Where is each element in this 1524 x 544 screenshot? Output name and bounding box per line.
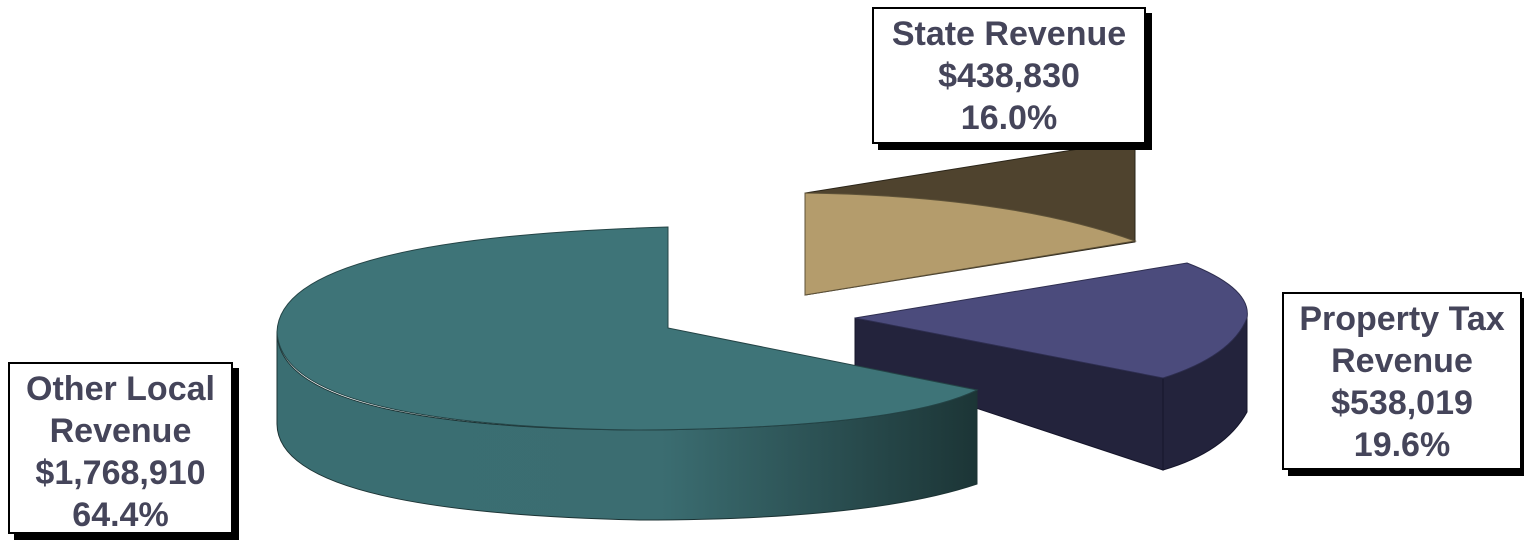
label-state-revenue-line1: State Revenue [891, 15, 1127, 53]
label-state-revenue: State Revenue $438,830 16.0% [872, 7, 1146, 144]
label-other-local-revenue-line1: Other Local [26, 370, 215, 408]
label-other-local-revenue: Other Local Revenue $1,768,910 64.4% [8, 362, 233, 534]
slice-state-revenue-top [804, 192, 1137, 296]
label-property-tax-revenue: Property Tax Revenue $538,019 19.6% [1282, 292, 1522, 470]
label-state-revenue-percent: 16.0% [960, 99, 1058, 137]
slice-state-revenue [804, 139, 1137, 296]
slice-other-local-revenue-side [276, 331, 978, 521]
slice-property-tax-revenue [854, 262, 1248, 471]
label-property-tax-revenue-percent: 19.6% [1353, 426, 1451, 464]
slice-property-tax-revenue-top [854, 262, 1248, 379]
slice-other-local-revenue [276, 226, 979, 521]
label-other-local-revenue-line2: Revenue [49, 412, 192, 450]
label-other-local-revenue-percent: 64.4% [72, 496, 169, 534]
label-property-tax-revenue-value: $538,019 [1331, 384, 1473, 422]
label-other-local-revenue-value: $1,768,910 [35, 454, 206, 492]
label-state-revenue-value: $438,830 [938, 57, 1080, 95]
label-property-tax-revenue-line2: Revenue [1331, 342, 1473, 380]
label-property-tax-revenue-line1: Property Tax [1299, 300, 1505, 338]
slice-other-local-revenue-top [276, 226, 979, 431]
